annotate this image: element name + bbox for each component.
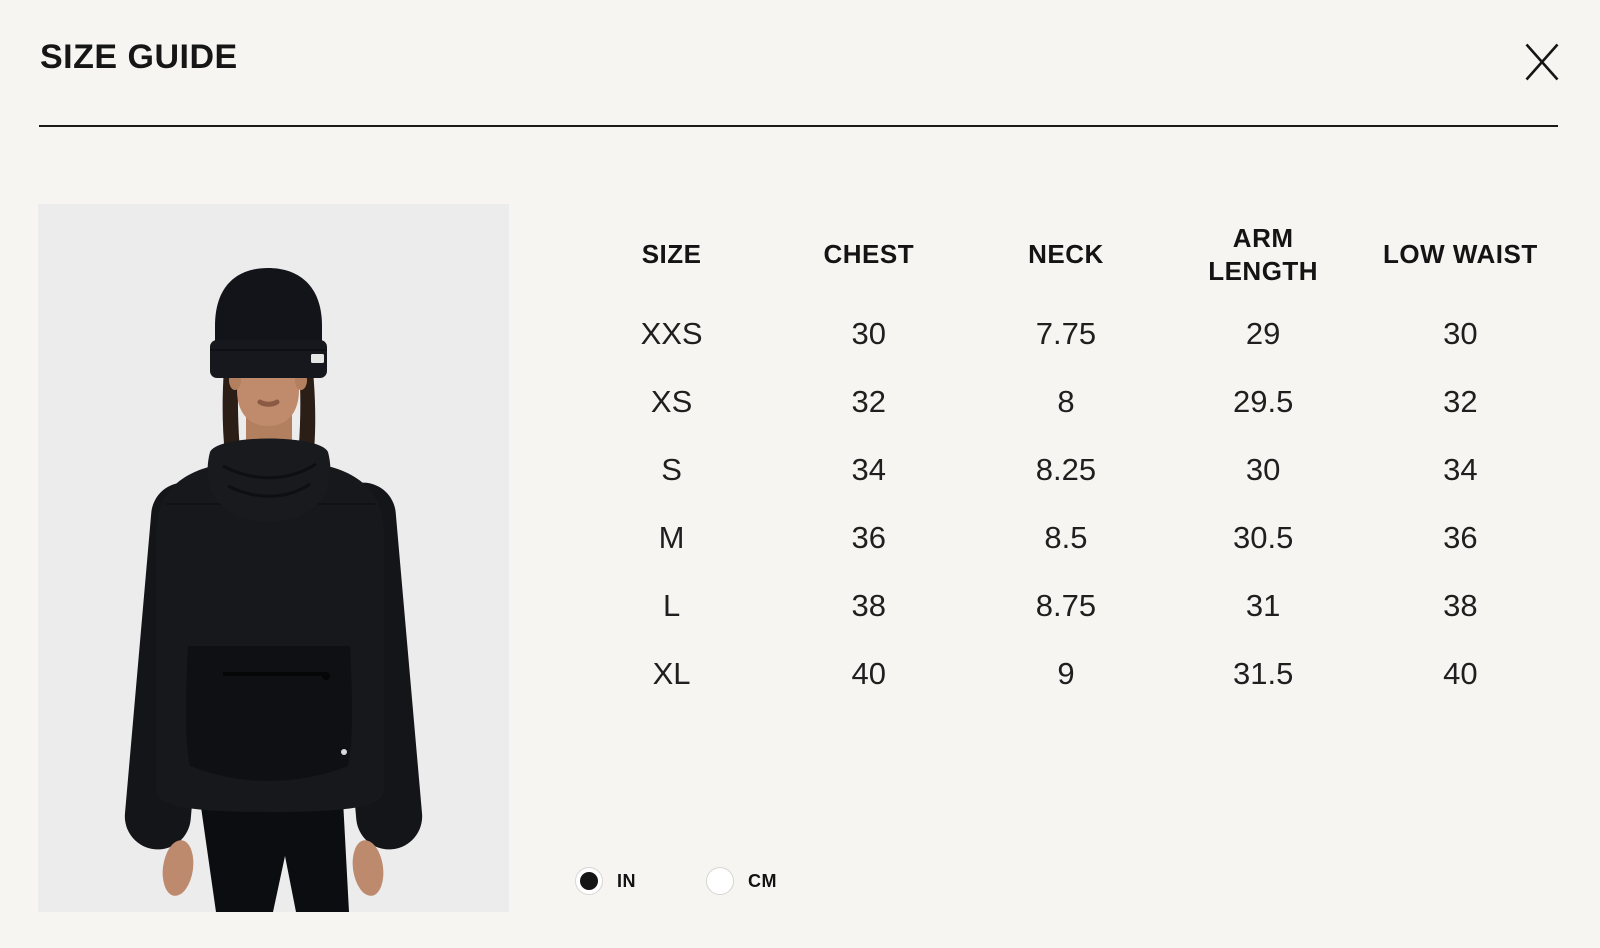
table-cell: 36 [851,520,887,555]
table-row: L 38 8.75 31 38 [573,572,1559,640]
table-cell: 32 [851,384,887,419]
column-header: ARM LENGTH [1208,222,1319,286]
table-cell: XS [650,384,693,419]
column-header: CHEST [823,239,915,270]
table-cell: 40 [1443,656,1478,691]
unit-in-label: IN [617,870,636,891]
close-button[interactable] [1518,38,1566,86]
table-cell: 34 [1443,452,1478,487]
table-row: XL 40 9 31.5 40 [573,640,1559,708]
unit-cm-label: CM [748,870,777,891]
size-table-header-row: SIZE CHEST NECK ARM LENGTH LOW WAIST [573,210,1559,300]
table-cell: S [661,452,682,487]
table-row: XXS 30 7.75 29 30 [573,300,1559,368]
column-header: LOW WAIST [1383,239,1538,270]
unit-toggle: IN CM [575,867,777,895]
table-cell: 30 [851,316,887,351]
table-cell: 36 [1443,520,1478,555]
unit-option-in[interactable]: IN [575,867,636,895]
table-row: XS 32 8 29.5 32 [573,368,1559,436]
unit-option-cm[interactable]: CM [706,867,777,895]
size-table: SIZE CHEST NECK ARM LENGTH LOW WAIST XXS 30 7.7… [573,210,1559,708]
column-header: SIZE [641,239,702,270]
table-cell: 29.5 [1232,384,1294,419]
table-cell: 31 [1245,588,1281,623]
table-cell: XXS [640,316,703,351]
table-cell: L [662,588,681,623]
table-cell: 9 [1057,656,1075,691]
table-cell: 8.75 [1035,588,1097,623]
table-cell: 7.75 [1035,316,1097,351]
table-cell: XL [652,656,691,691]
table-row: S 34 8.25 30 34 [573,436,1559,504]
table-cell: 8.25 [1035,452,1097,487]
radio-cm-icon [706,867,734,895]
product-photo [38,204,509,912]
column-header: NECK [1028,239,1104,270]
table-cell: 29 [1245,316,1281,351]
table-cell: 30 [1443,316,1478,351]
table-cell: 31.5 [1232,656,1294,691]
header-divider [39,125,1558,127]
model-illustration [38,204,509,912]
table-cell: 8.5 [1044,520,1088,555]
table-cell: 38 [1443,588,1478,623]
radio-in-icon [575,867,603,895]
table-cell: 8 [1057,384,1075,419]
table-cell: 38 [851,588,887,623]
page-title: SIZE GUIDE [40,38,238,76]
close-icon [1525,43,1559,81]
table-cell: 30.5 [1232,520,1294,555]
table-cell: M [658,520,685,555]
table-cell: 30 [1245,452,1281,487]
table-cell: 34 [851,452,887,487]
table-row: M 36 8.5 30.5 36 [573,504,1559,572]
table-cell: 32 [1443,384,1478,419]
table-cell: 40 [851,656,887,691]
